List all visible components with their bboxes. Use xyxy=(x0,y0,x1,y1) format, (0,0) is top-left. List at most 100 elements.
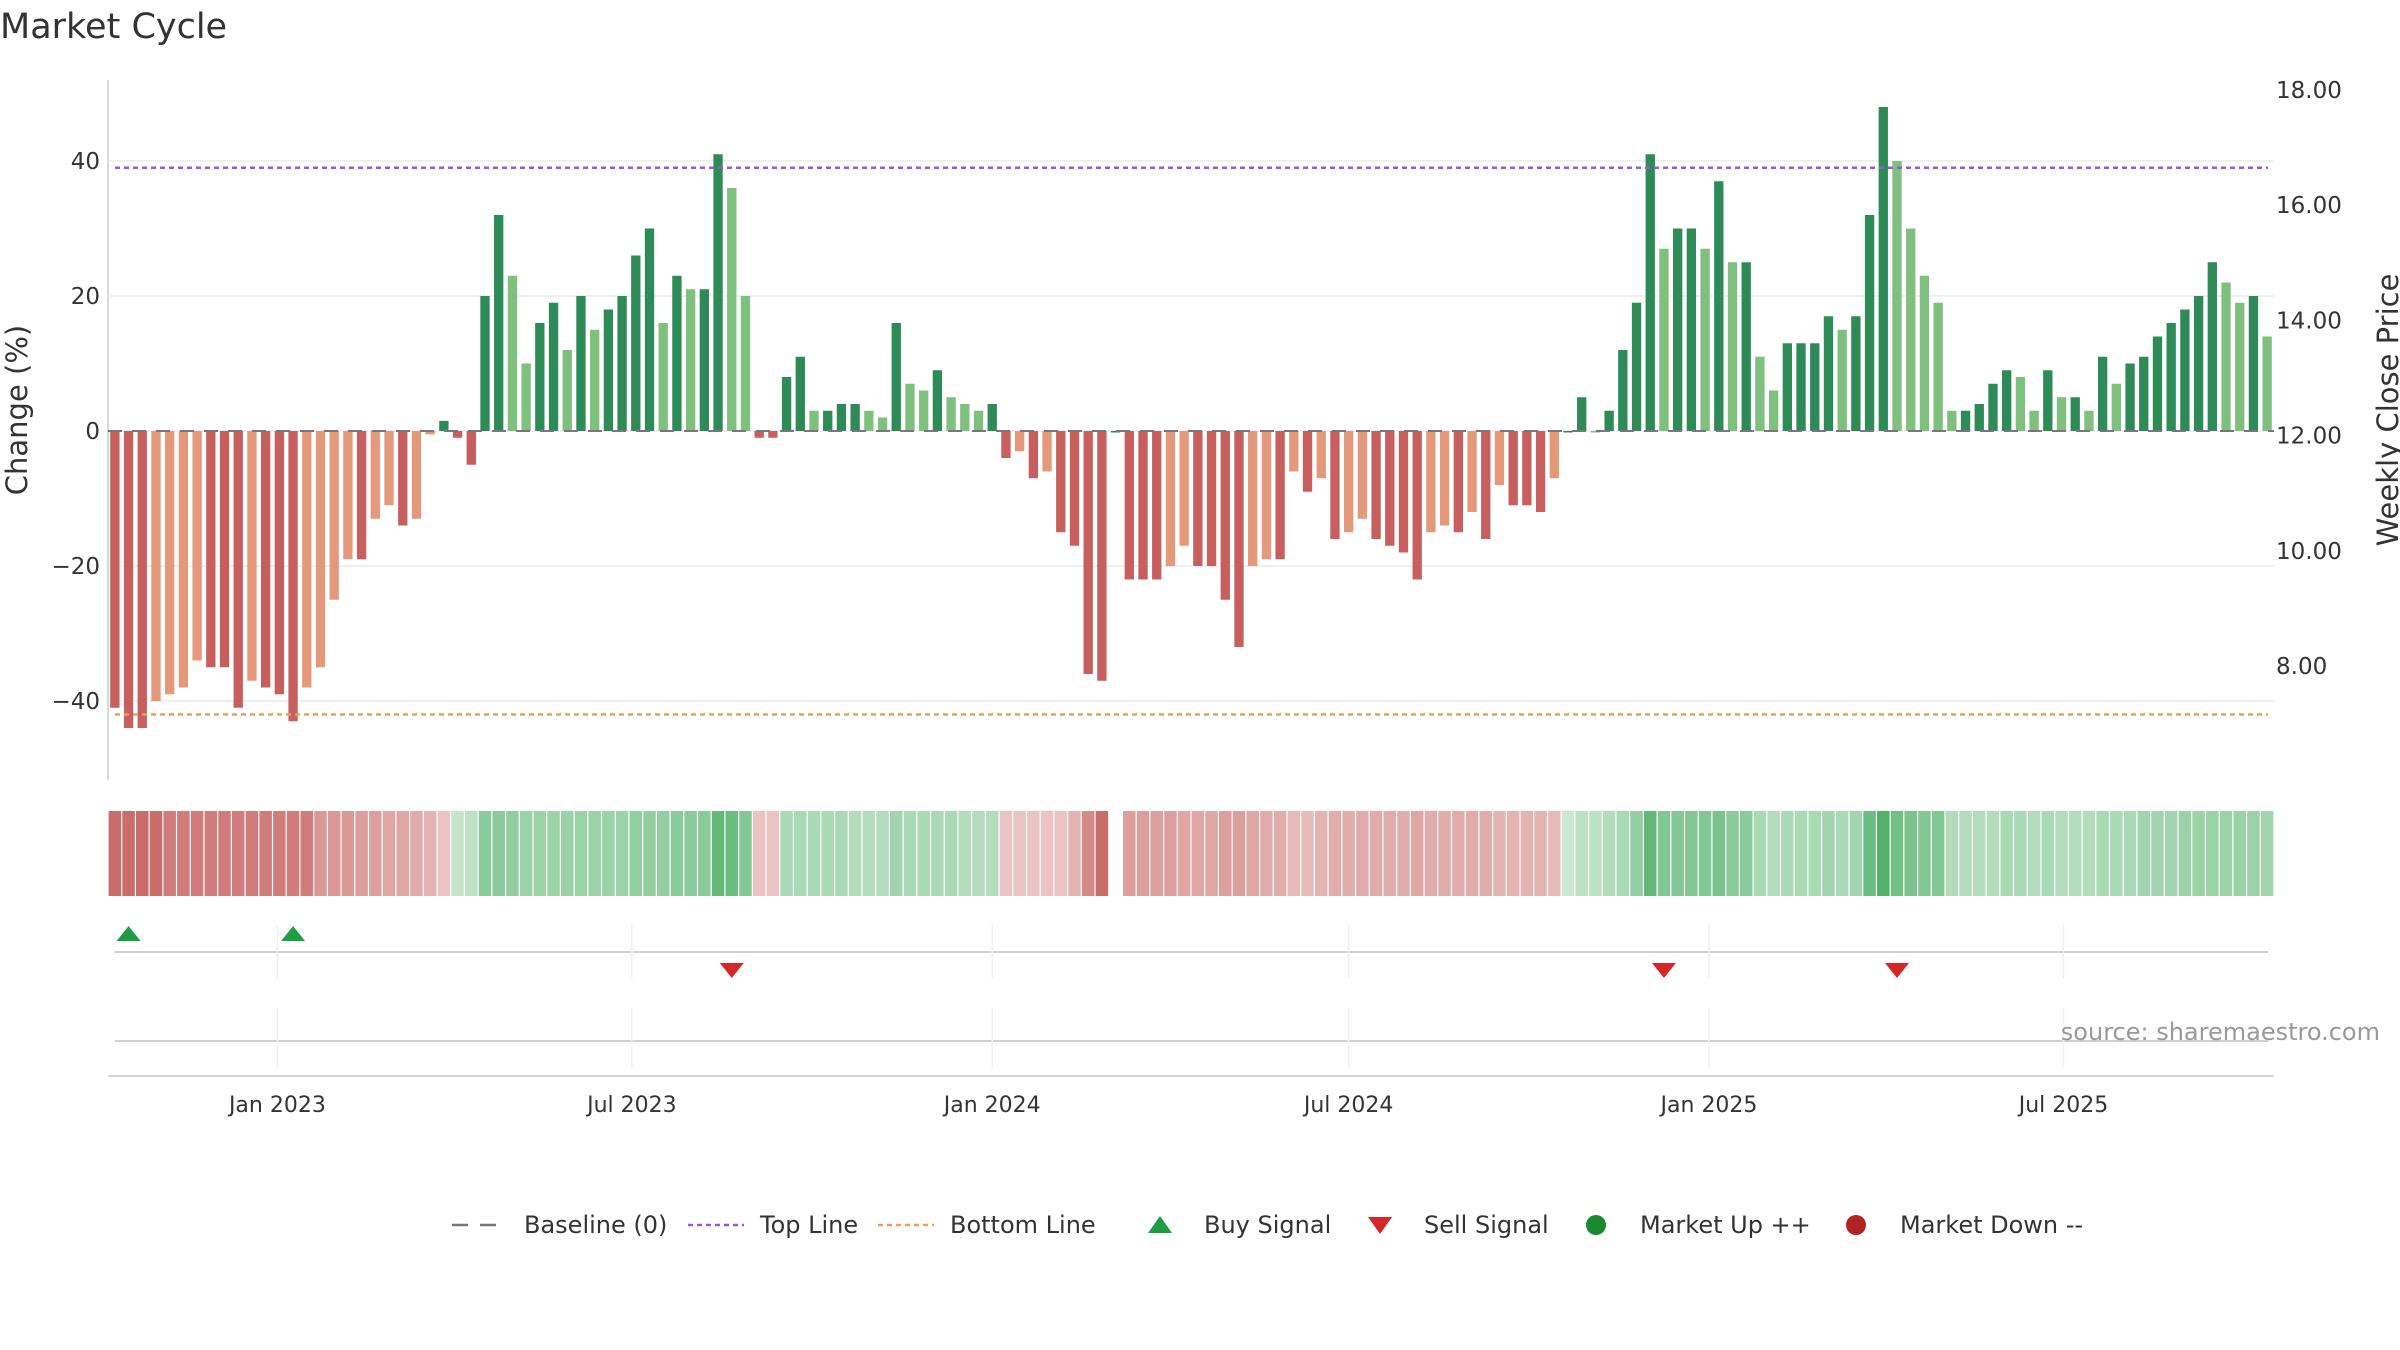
change-bar xyxy=(1028,431,1039,479)
y-tick-label: −40 xyxy=(51,689,100,715)
heat-cell xyxy=(382,811,396,896)
change-bar xyxy=(919,390,929,431)
heat-cell xyxy=(958,811,972,896)
source-note: source: sharemaestro.com xyxy=(2061,1018,2380,1046)
heat-cell xyxy=(1808,811,1822,896)
legend-item-bottom: Bottom Line xyxy=(878,1211,1096,1239)
change-bar xyxy=(548,302,559,431)
change-bar xyxy=(1152,431,1162,580)
change-bar xyxy=(590,329,600,431)
change-bar xyxy=(631,255,641,431)
heat-cell xyxy=(1452,811,1465,896)
heat-cell xyxy=(670,811,684,896)
x-tick-label: Jul 2023 xyxy=(585,1093,677,1118)
legend-label: Market Up ++ xyxy=(1640,1211,1811,1239)
change-bar xyxy=(1261,431,1272,560)
change-bar xyxy=(1467,431,1477,512)
heat-cell xyxy=(1945,811,1959,896)
heat-cell xyxy=(410,811,423,896)
change-bar xyxy=(1289,431,1299,472)
heat-cell xyxy=(1479,811,1492,896)
change-bar xyxy=(1248,431,1258,566)
heat-cell xyxy=(821,811,834,896)
heat-cell xyxy=(1054,811,1068,896)
heat-cell xyxy=(1369,811,1383,896)
legend-label: Buy Signal xyxy=(1204,1211,1331,1239)
y2-tick-label: 12.00 xyxy=(2276,424,2342,450)
change-bar xyxy=(658,323,668,431)
change-bar xyxy=(1330,431,1340,539)
heat-cell xyxy=(711,811,725,896)
change-bar xyxy=(1220,431,1230,600)
change-bar xyxy=(480,296,490,431)
heat-cell xyxy=(1287,811,1301,896)
y2-axis-label: Weekly Close Price xyxy=(2371,274,2400,547)
y-tick-label: 20 xyxy=(71,284,100,310)
heat-cell xyxy=(259,811,272,896)
heat-cell xyxy=(725,811,739,896)
legend-item-top: Top Line xyxy=(688,1211,858,1239)
change-bar xyxy=(2235,302,2245,431)
change-bar xyxy=(1755,356,1765,431)
heat-cell xyxy=(2068,811,2082,896)
change-bar xyxy=(987,404,997,431)
change-bar xyxy=(1919,275,1930,431)
change-bar xyxy=(1810,343,1820,431)
change-bar xyxy=(2097,356,2108,431)
sell-signal-marker xyxy=(1651,963,1676,978)
heat-cell xyxy=(656,811,670,896)
heat-cell xyxy=(1712,811,1726,896)
heat-cell xyxy=(2110,811,2123,896)
heat-cell xyxy=(1671,811,1684,896)
heat-cell xyxy=(437,811,451,896)
heat-cell xyxy=(862,811,876,896)
heat-cell xyxy=(1383,811,1397,896)
change-bar xyxy=(494,215,504,431)
change-bar xyxy=(123,431,134,728)
heat-cell xyxy=(1602,811,1616,896)
legend-item-buy: Buy Signal xyxy=(1148,1211,1331,1239)
change-bar xyxy=(823,410,833,431)
heat-cell xyxy=(2206,811,2219,896)
heat-cell xyxy=(2055,811,2068,896)
change-bar xyxy=(466,431,476,465)
change-bar xyxy=(1659,248,1669,431)
heat-cell xyxy=(533,811,547,896)
change-bar xyxy=(535,323,545,431)
heat-cell xyxy=(1410,811,1424,896)
change-bar xyxy=(740,296,751,431)
heat-cell xyxy=(1726,811,1739,896)
change-bar xyxy=(754,431,764,438)
legend-label: Baseline (0) xyxy=(524,1211,667,1239)
heat-cell xyxy=(341,811,355,896)
heat-cell xyxy=(273,811,286,896)
change-bar xyxy=(1960,410,1971,431)
change-bar xyxy=(781,377,792,431)
legend-swatch xyxy=(1148,1216,1172,1233)
heat-cell xyxy=(835,811,848,896)
buy-signal-marker xyxy=(116,926,141,941)
heat-cell xyxy=(1877,811,1890,896)
change-bar xyxy=(356,431,367,560)
change-bar xyxy=(1508,431,1518,506)
heat-cell xyxy=(465,811,478,896)
change-bar xyxy=(1179,431,1189,546)
change-bar xyxy=(2002,370,2012,431)
change-bar xyxy=(452,431,463,438)
heat-cell xyxy=(2014,811,2027,896)
heat-cell xyxy=(1630,811,1643,896)
change-bar xyxy=(685,289,696,431)
change-bar xyxy=(2139,356,2149,431)
change-bar xyxy=(946,397,956,431)
change-bar xyxy=(411,431,422,519)
change-bars xyxy=(110,107,2272,728)
change-bar xyxy=(1110,431,1121,433)
change-bar xyxy=(1823,316,1834,431)
change-bar xyxy=(864,410,874,431)
change-bar xyxy=(1097,431,1107,681)
heat-cell xyxy=(807,811,821,896)
heat-cell xyxy=(1781,811,1794,896)
change-bar xyxy=(384,431,394,506)
heat-cell xyxy=(149,811,163,896)
change-bar xyxy=(2152,336,2163,431)
